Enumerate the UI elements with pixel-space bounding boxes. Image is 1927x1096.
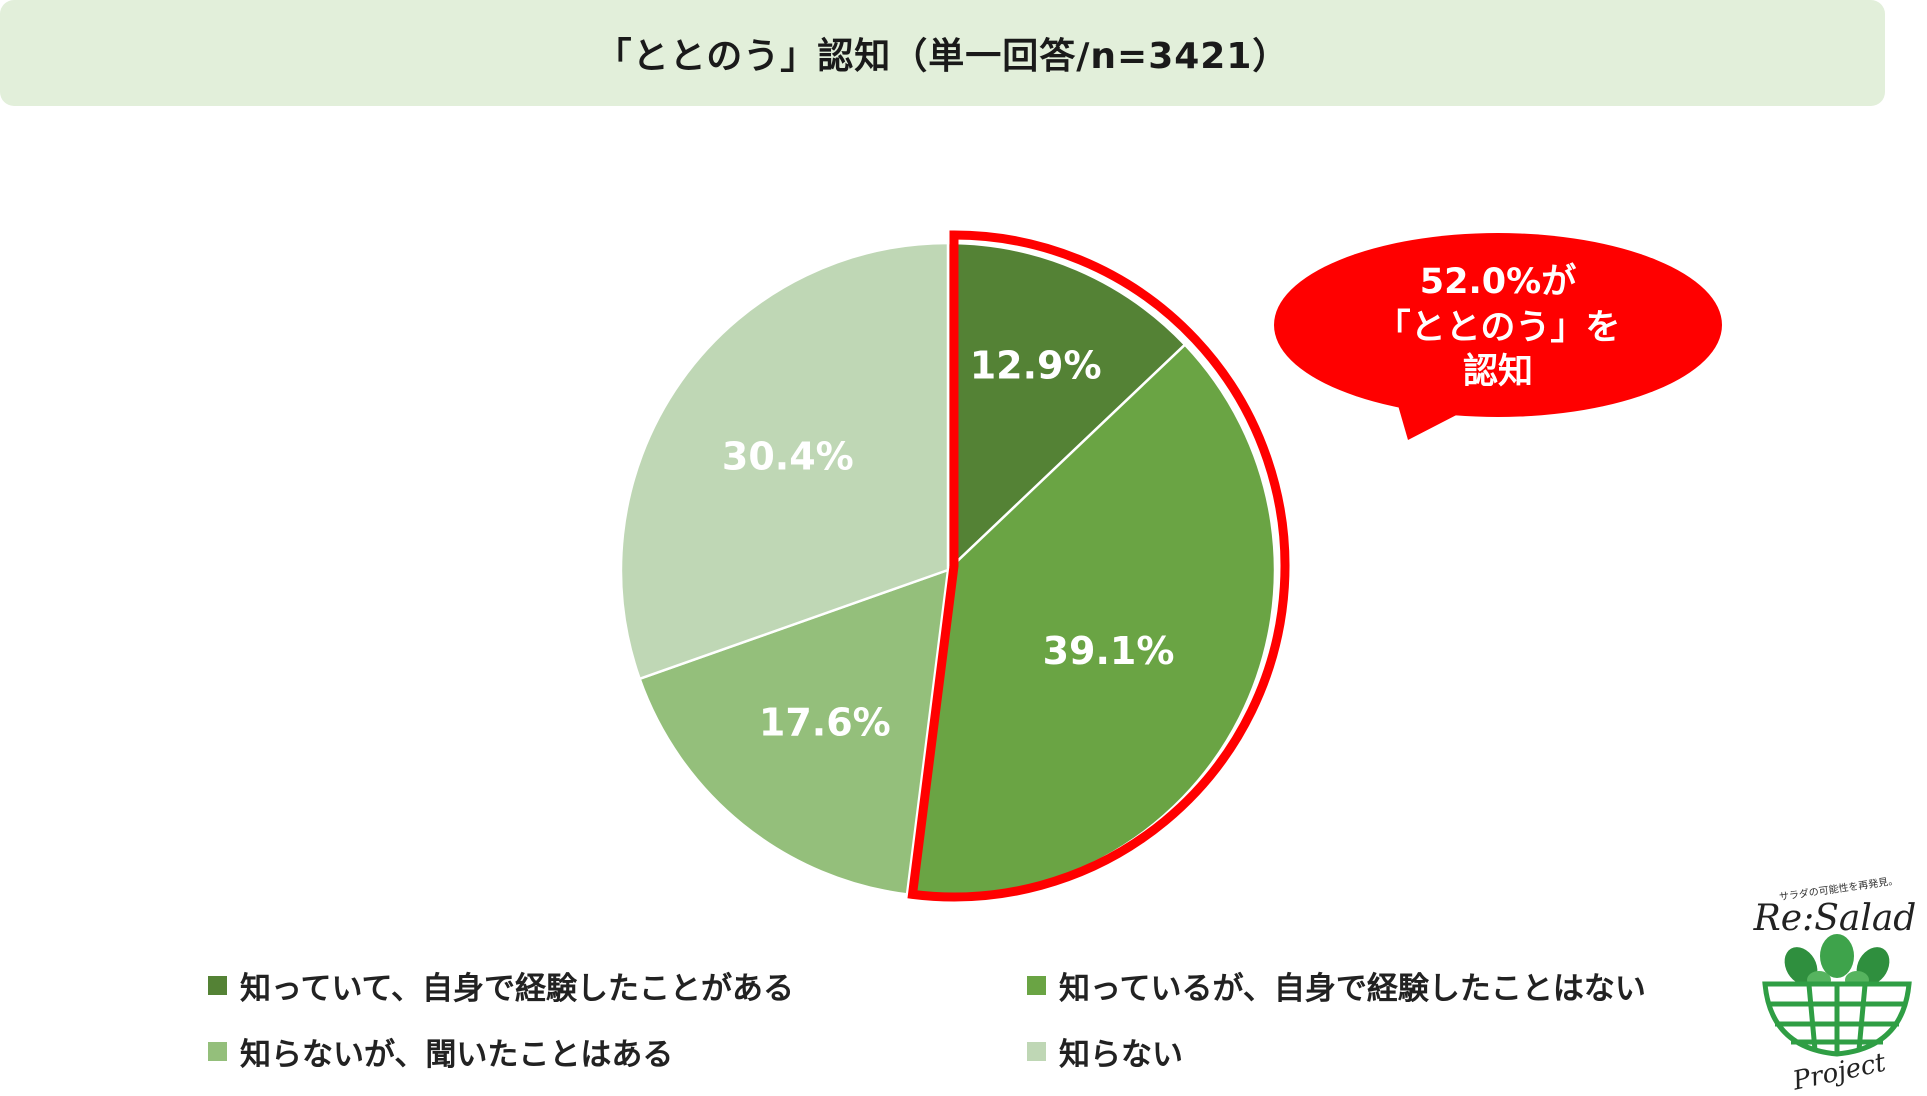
highlight-outline-path [907,230,1290,902]
callout-bubble: 52.0%が 「ととのう」を 認知 [1274,233,1722,440]
legend-swatch-experienced [208,976,227,995]
pie-slice-heard-of [638,568,950,896]
bowl-icon [1762,981,1912,1057]
pie-slice-experienced [946,241,1187,573]
chart-title-bar: 「ととのう」認知（単一回答/n=3421） [0,0,1885,106]
highlight-outline [907,230,1290,902]
callout-line-3: 認知 [1463,352,1533,392]
callout-line-2: 「ととのう」を [1376,308,1621,348]
pie-slice-unknown [619,241,950,681]
chart-title: 「ととのう」認知（単一回答/n=3421） [595,36,1290,77]
data-label-experienced: 12.9% [970,344,1102,388]
legend-item-unknown: 知らない [1027,1029,1183,1074]
data-label-unknown: 30.4% [722,435,854,479]
data-label-heard-of: 17.6% [759,701,891,745]
leaf-icon [1784,934,1890,989]
slice-labels: 12.9% 39.1% 17.6% 30.4% [722,344,1175,745]
legend-swatch-unknown [1027,1042,1046,1061]
legend-swatch-heard-of [208,1042,227,1061]
re-salad-project-logo: サラダの可能性を再発見。 Re:Salad Project [1753,874,1917,1090]
callout-line-1: 52.0%が [1420,262,1576,302]
data-label-known-not-experienced: 39.1% [1043,629,1175,673]
pie-slices [619,241,1277,899]
callout-ellipse [1274,233,1722,417]
legend-swatch-known-not-experienced [1027,976,1046,995]
legend-item-heard-of: 知らないが、聞いたことはある [208,1029,673,1074]
logo-name-top: Re:Salad [1753,898,1917,939]
legend-label-known-not-experienced: 知っているが、自身で経験したことはない [1059,971,1646,1007]
legend-label-experienced: 知っていて、自身で経験したことがある [240,971,794,1007]
legend-label-unknown: 知らない [1059,1037,1183,1073]
legend-item-known-not-experienced: 知っているが、自身で経験したことはない [1027,963,1646,1008]
legend-label-heard-of: 知らないが、聞いたことはある [240,1037,674,1073]
legend-item-experienced: 知っていて、自身で経験したことがある [208,963,794,1008]
